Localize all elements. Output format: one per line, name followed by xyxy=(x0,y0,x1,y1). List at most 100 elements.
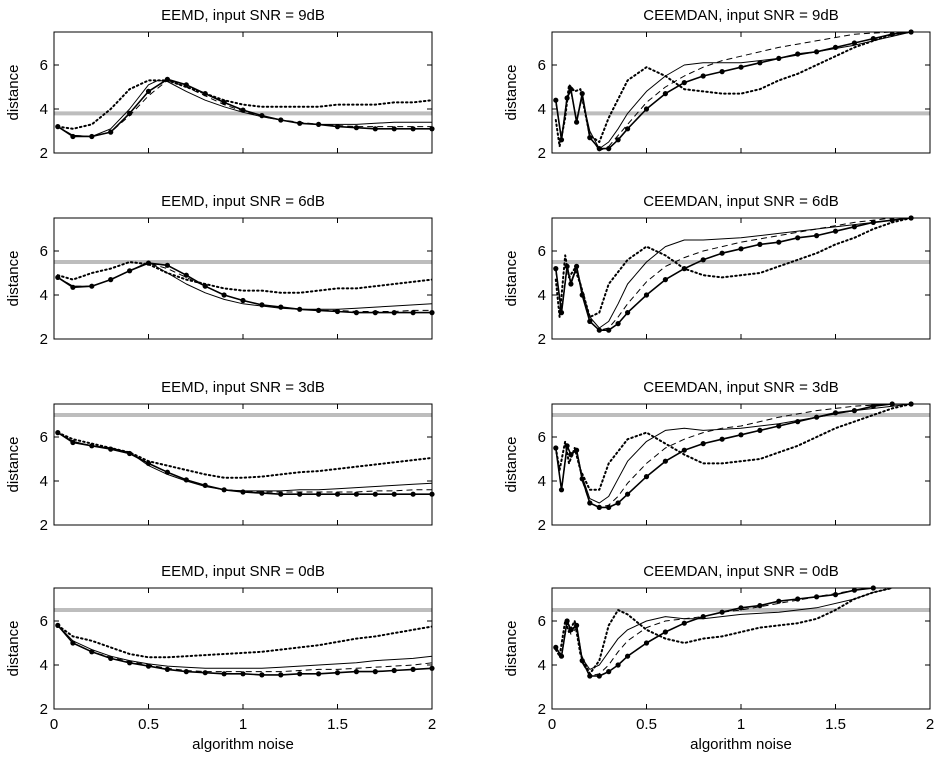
subplot-title: EEMD, input SNR = 6dB xyxy=(161,193,325,210)
series-dotted-line xyxy=(56,431,432,479)
data-point xyxy=(553,97,559,103)
subplot-title: EEMD, input SNR = 0dB xyxy=(161,563,325,580)
y-tick-label: 2 xyxy=(538,517,546,534)
y-tick-label: 4 xyxy=(40,657,48,674)
data-point xyxy=(55,622,61,629)
x-axis-label: algorithm noise xyxy=(690,736,792,753)
data-point xyxy=(832,410,839,416)
subplot-1: 2 4 6 EEMD, input SNR = 9dB distance xyxy=(5,7,435,162)
subplot-6: 2 4 6 CEEMDAN, input SNR = 3dB distance xyxy=(503,379,931,534)
data-point xyxy=(183,272,189,278)
y-axis-label: distance xyxy=(5,65,22,121)
data-point xyxy=(108,129,114,135)
data-point xyxy=(372,669,378,675)
y-tick-label: 2 xyxy=(40,145,48,162)
data-point xyxy=(568,281,574,287)
y-tick-label: 6 xyxy=(538,57,546,74)
data-point xyxy=(662,458,669,464)
data-point xyxy=(164,469,170,475)
data-point xyxy=(814,49,820,55)
series-dot-marker-line xyxy=(555,32,912,150)
y-tick-label: 2 xyxy=(40,701,48,718)
data-point xyxy=(334,670,341,676)
data-point xyxy=(643,292,650,298)
data-point xyxy=(145,260,152,266)
data-point xyxy=(70,284,76,290)
data-point xyxy=(55,430,61,436)
data-point xyxy=(108,655,114,662)
data-point xyxy=(221,99,227,105)
data-point xyxy=(334,124,341,130)
data-point xyxy=(278,117,284,123)
data-point xyxy=(889,217,895,223)
series-dotted-line xyxy=(56,624,432,659)
data-point xyxy=(700,257,706,263)
subplot-7: 2 4 6 0 0.5 1 1.5 2 EEMD, input SNR = 0dB distanc… xyxy=(5,563,436,753)
data-point xyxy=(564,618,570,624)
data-point xyxy=(183,477,189,483)
data-point xyxy=(278,672,284,678)
data-point xyxy=(558,137,565,143)
data-point xyxy=(870,403,876,409)
data-point xyxy=(615,321,621,327)
data-point xyxy=(564,263,570,269)
data-point xyxy=(259,302,265,308)
data-point xyxy=(795,51,801,57)
series-solid-line xyxy=(555,32,912,150)
y-tick-label: 4 xyxy=(40,101,48,118)
data-point xyxy=(596,504,602,510)
data-point xyxy=(579,476,585,482)
y-tick-label: 6 xyxy=(538,243,546,260)
data-point xyxy=(814,233,820,239)
data-point xyxy=(316,307,322,313)
data-point xyxy=(259,672,265,678)
data-point xyxy=(832,592,839,598)
data-point xyxy=(553,266,559,272)
x-tick-label: 0 xyxy=(548,716,556,733)
data-point xyxy=(568,627,574,633)
data-point xyxy=(587,500,593,506)
series-solid-line xyxy=(57,432,432,492)
data-point xyxy=(596,146,602,152)
data-point xyxy=(568,86,574,92)
data-point xyxy=(297,671,303,677)
data-point xyxy=(164,262,170,268)
plot-frame xyxy=(53,31,433,154)
data-point xyxy=(596,673,602,679)
data-point xyxy=(202,670,208,676)
data-point xyxy=(240,107,246,113)
x-tick-label: 0.5 xyxy=(636,716,657,733)
data-point xyxy=(391,310,397,316)
data-point xyxy=(662,91,669,97)
plot-frame xyxy=(53,587,433,710)
data-point xyxy=(851,587,858,593)
data-point xyxy=(870,219,876,225)
data-point xyxy=(832,44,839,51)
data-point xyxy=(372,310,378,316)
data-point xyxy=(579,658,585,664)
data-point xyxy=(700,73,706,79)
data-point xyxy=(814,414,820,420)
y-tick-label: 4 xyxy=(538,287,546,304)
data-point xyxy=(738,64,744,70)
series-dot-marker-line xyxy=(57,262,432,314)
data-point xyxy=(353,125,359,131)
y-tick-label: 4 xyxy=(538,657,546,674)
data-point xyxy=(814,594,820,600)
series-solid-line xyxy=(57,625,432,669)
y-tick-label: 2 xyxy=(538,145,546,162)
data-point xyxy=(372,491,378,497)
data-point xyxy=(719,436,725,442)
data-point xyxy=(889,31,895,37)
data-point xyxy=(55,274,61,280)
data-point xyxy=(202,482,208,488)
y-tick-label: 6 xyxy=(40,243,48,260)
y-tick-label: 6 xyxy=(40,429,48,446)
data-point xyxy=(221,671,227,677)
data-point xyxy=(259,490,265,496)
x-tick-label: 2 xyxy=(428,716,436,733)
data-point xyxy=(662,277,669,283)
y-tick-label: 4 xyxy=(40,287,48,304)
data-point xyxy=(553,445,559,451)
series-solid-line xyxy=(555,588,893,670)
